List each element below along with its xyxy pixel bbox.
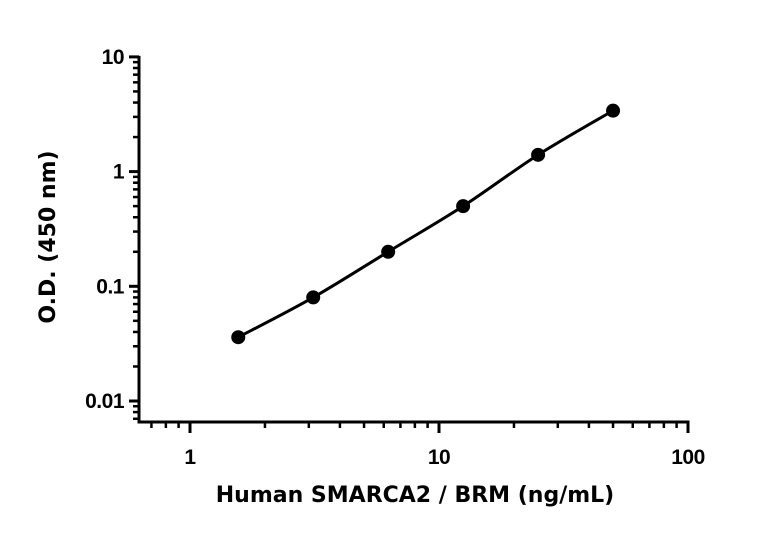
- data-point: [306, 290, 321, 305]
- y-tick-label: 10: [102, 46, 124, 69]
- x-tick-label: 1: [184, 446, 196, 469]
- x-tick-labels: 1 10 100: [184, 446, 705, 469]
- x-axis: [137, 420, 690, 433]
- data-point: [381, 244, 396, 259]
- x-tick-label: 100: [671, 446, 705, 469]
- y-tick-labels: 0.01 0.1 1 10: [85, 46, 125, 413]
- data-point: [231, 330, 246, 345]
- x-axis-title: Human SMARCA2 / BRM (ng/mL): [216, 483, 614, 508]
- y-tick-label: 0.1: [96, 275, 125, 298]
- data-point: [456, 199, 471, 214]
- data-points: [231, 103, 621, 345]
- data-point: [531, 147, 546, 162]
- y-axis: [129, 55, 141, 424]
- y-tick-label: 1: [113, 161, 125, 184]
- x-tick-label: 10: [428, 446, 450, 469]
- fit-curve: [237, 109, 614, 339]
- y-axis-title: O.D. (450 nm): [36, 150, 61, 323]
- data-point: [606, 103, 621, 118]
- y-tick-label: 0.01: [85, 390, 125, 413]
